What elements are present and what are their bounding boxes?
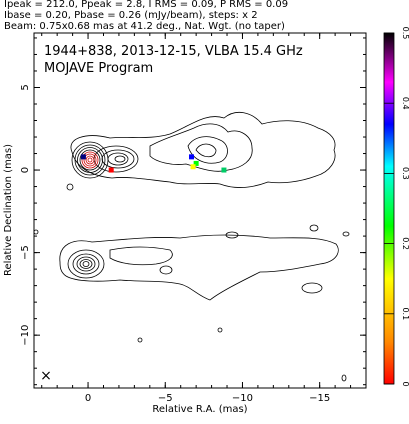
x-tick-label: −15 (309, 393, 330, 404)
x-axis-label: Relative R.A. (mas) (152, 404, 247, 415)
header-line-1: Ipeak = 212.0, Ppeak = 2.8, I RMS = 0.09… (4, 0, 289, 10)
header-line-2: Ibase = 0.20, Pbase = 0.26 (mJy/beam), s… (4, 10, 258, 21)
polarization-marker (190, 164, 196, 170)
colorbar (383, 32, 395, 385)
upper-jet-contour-4 (195, 143, 217, 158)
noise-contour (159, 265, 173, 275)
noise-contour (342, 231, 350, 237)
noise-contour (301, 282, 323, 294)
polarization-marker (80, 154, 86, 160)
noise-contour (34, 229, 39, 235)
upper-jet-contour-2 (149, 123, 253, 172)
polarization-marker (189, 154, 195, 160)
polarization-marker (193, 160, 199, 166)
polarization-marker (108, 167, 114, 173)
axis-ticks: 0 −5 −10 −15 5 0 −5 −10 (20, 33, 366, 404)
beam-marker: × (40, 368, 52, 384)
colorbar-tick-label: 0.4 (401, 97, 409, 110)
colorbar-tick-label: 0 (401, 381, 409, 386)
lower-jet-contour-2 (109, 246, 173, 266)
chart-title: 1944+838, 2013-12-15, VLBA 15.4 GHz (44, 44, 303, 59)
x-tick-label: −5 (158, 393, 173, 404)
y-tick-label: −5 (20, 245, 31, 260)
noise-contour (66, 183, 74, 191)
y-axis-label: Relative Declination (mas) (3, 144, 14, 276)
noise-contour (341, 374, 347, 382)
plot-frame (33, 32, 367, 389)
noise-contour (217, 327, 223, 333)
header-line-3: Beam: 0.75x0.68 mas at 41.2 deg., Nat. W… (4, 21, 285, 32)
lower-jet-outer-contour (59, 234, 339, 301)
contours (34, 111, 350, 382)
colorbar-tick-label: 0.1 (401, 307, 409, 320)
noise-contour (309, 224, 319, 232)
y-tick-label: −10 (20, 325, 31, 346)
x-tick-label: −10 (232, 393, 253, 404)
noise-contour (137, 337, 143, 343)
polarization-marker (221, 167, 227, 173)
upper-jet-contour-3 (187, 136, 228, 164)
chart-subtitle: MOJAVE Program (44, 61, 153, 76)
y-tick-label: 0 (20, 167, 31, 173)
colorbar-tick-label: 0.5 (401, 27, 409, 40)
upper-jet-outer-contour (70, 111, 336, 188)
x-tick-label: 0 (85, 393, 91, 404)
colorbar-ticks: 0 0.1 0.2 0.3 0.4 0.5 (384, 27, 409, 387)
polarization-markers (80, 154, 227, 173)
lower-core-contours (67, 249, 105, 279)
y-tick-label: 5 (20, 84, 31, 90)
upper-core-contours (71, 141, 109, 179)
upper-knot-contour-2 (101, 149, 135, 169)
upper-knot-contour-4 (114, 155, 126, 163)
colorbar-tick-label: 0.2 (401, 237, 409, 250)
colorbar-tick-label: 0.3 (401, 167, 409, 180)
